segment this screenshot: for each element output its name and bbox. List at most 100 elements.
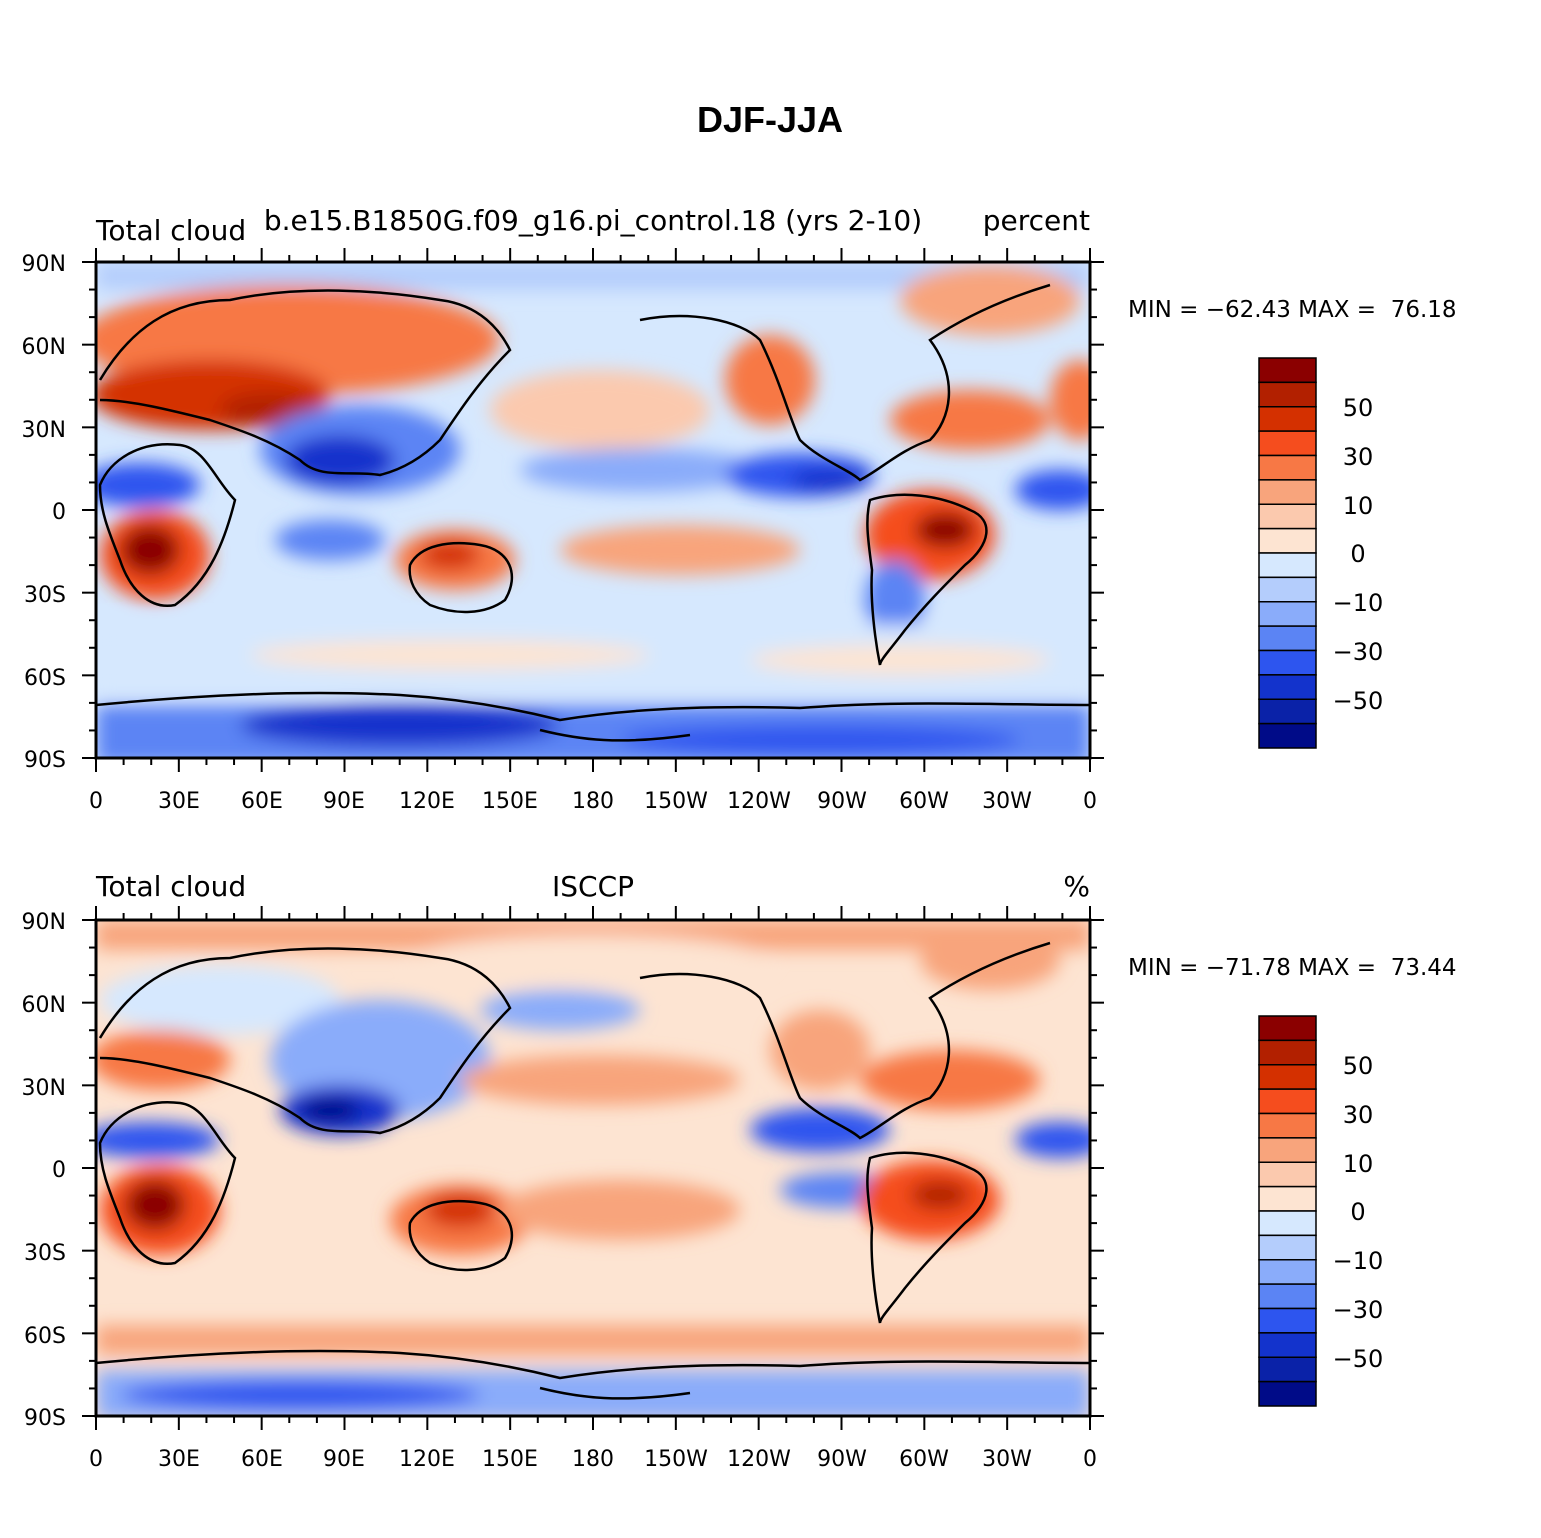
colorbar-swatch: [1258, 527, 1317, 554]
colorbar-label: −10: [1333, 589, 1384, 617]
colorbar-swatch: [1258, 1088, 1317, 1115]
y-tick-label: 90S: [24, 1406, 66, 1431]
x-tick-label: 30W: [982, 1447, 1032, 1472]
colorbar-label: 30: [1343, 1101, 1374, 1129]
colorbar-swatch: [1258, 1064, 1317, 1090]
x-tick-label: 0: [89, 1447, 103, 1472]
colorbar-swatch: [1258, 381, 1317, 408]
y-tick-label: 30N: [22, 1076, 66, 1101]
x-tick-label: 60E: [241, 1447, 283, 1472]
x-tick-label: 120E: [399, 1447, 455, 1472]
x-tick-label: 60W: [899, 789, 949, 814]
x-tick-label: 90W: [817, 789, 867, 814]
panel-right-title: %: [1063, 870, 1090, 903]
colorbar-label: −50: [1333, 687, 1384, 715]
colorbar-swatch: [1258, 1234, 1317, 1261]
x-tick-label: 150W: [644, 789, 708, 814]
colorbar-swatch: [1258, 1185, 1317, 1212]
colorbar-swatch: [1258, 1039, 1317, 1066]
colorbar-swatch: [1258, 601, 1317, 627]
colorbar-swatch: [1258, 1210, 1317, 1237]
x-tick-label: 180: [572, 1447, 614, 1472]
y-tick-label: 0: [52, 500, 66, 525]
colorbar-swatch: [1258, 430, 1317, 457]
x-tick-label: 0: [89, 789, 103, 814]
colorbar-swatch: [1258, 406, 1317, 432]
colorbar-label: 10: [1343, 1150, 1374, 1178]
y-tick-label: 90N: [22, 252, 66, 277]
colorbar-label: −30: [1333, 1296, 1384, 1324]
x-tick-label: 90W: [817, 1447, 867, 1472]
colorbar-swatch: [1258, 1380, 1317, 1407]
colorbar-swatch: [1258, 649, 1317, 676]
panel-left-title: Total cloud: [95, 870, 246, 903]
y-tick-label: 60S: [24, 666, 66, 691]
min-max-stats: MIN = −62.43 MAX = 76.18: [1128, 297, 1457, 323]
colorbar-swatch: [1258, 1259, 1317, 1285]
colorbar-label: 50: [1343, 394, 1374, 422]
colorbar-swatch: [1258, 674, 1317, 700]
x-tick-label: 150E: [482, 1447, 538, 1472]
colorbar-swatch: [1258, 357, 1317, 384]
colorbar-labels: 50 30 10 0 −10 −30 −50: [1333, 394, 1384, 715]
y-tick-label: 30S: [24, 583, 66, 608]
x-tick-label: 120E: [399, 789, 455, 814]
colorbar-label: 10: [1343, 492, 1374, 520]
colorbar-swatch: [1258, 552, 1317, 579]
panel-right-title: percent: [983, 204, 1090, 237]
colorbar-label: 0: [1350, 540, 1365, 568]
colorbar-swatch: [1258, 576, 1317, 603]
x-tick-label: 120W: [727, 1447, 791, 1472]
x-tick-label: 0: [1083, 1447, 1097, 1472]
colorbar-swatch: [1258, 698, 1317, 725]
y-tick-label: 60N: [22, 993, 66, 1018]
panel-center-title: b.e15.B1850G.f09_g16.pi_control.18 (yrs …: [264, 204, 922, 237]
colorbar-label: 0: [1350, 1198, 1365, 1226]
map-panel-model: Total cloud b.e15.B1850G.f09_g16.pi_cont…: [22, 204, 1457, 814]
colorbar-swatch: [1258, 1356, 1317, 1383]
colorbar-label: −10: [1333, 1247, 1384, 1275]
colorbar-swatch: [1258, 1307, 1317, 1334]
y-tick-label: 90N: [22, 910, 66, 935]
colorbar-swatch: [1258, 722, 1317, 749]
colorbar-swatch: [1258, 1161, 1317, 1188]
colorbar-swatch: [1258, 625, 1317, 652]
x-tick-label: 30W: [982, 789, 1032, 814]
x-tick-label: 90E: [323, 1447, 365, 1472]
coastlines: [96, 941, 1090, 1400]
min-max-stats: MIN = −71.78 MAX = 73.44: [1128, 955, 1457, 981]
x-tick-label: 60W: [899, 1447, 949, 1472]
x-tick-label: 180: [572, 789, 614, 814]
axis-ticks: [82, 248, 1104, 772]
x-tick-labels: 0 30E 60E 90E 120E 150E 180 150W 120W 90…: [89, 1447, 1097, 1472]
colorbar-label: −30: [1333, 638, 1384, 666]
y-tick-label: 30N: [22, 418, 66, 443]
x-tick-label: 90E: [323, 789, 365, 814]
colorbar: [1258, 1015, 1317, 1407]
colorbar-label: 30: [1343, 443, 1374, 471]
colorbar-swatch: [1258, 1112, 1317, 1139]
contour-field: [96, 920, 1090, 1416]
x-tick-label: 120W: [727, 789, 791, 814]
figure-title: DJF-JJA: [697, 99, 843, 140]
y-tick-label: 90S: [24, 748, 66, 773]
colorbar-swatch: [1258, 454, 1317, 481]
colorbar-label: −50: [1333, 1345, 1384, 1373]
colorbar-swatch: [1258, 1015, 1317, 1042]
colorbar: [1258, 357, 1317, 749]
x-tick-label: 150E: [482, 789, 538, 814]
panel-left-title: Total cloud: [95, 214, 246, 247]
x-tick-labels: 0 30E 60E 90E 120E 150E 180 150W 120W 90…: [89, 789, 1097, 814]
contour-field: [96, 262, 1090, 758]
colorbar-swatch: [1258, 479, 1317, 505]
axis-ticks: [82, 906, 1104, 1430]
colorbar-labels: 50 30 10 0 −10 −30 −50: [1333, 1052, 1384, 1373]
x-tick-label: 30E: [158, 789, 200, 814]
y-tick-label: 60N: [22, 335, 66, 360]
y-tick-labels: 90N 60N 30N 0 30S 60S 90S: [22, 252, 66, 773]
coastlines: [96, 283, 1090, 742]
y-tick-labels: 90N 60N 30N 0 30S 60S 90S: [22, 910, 66, 1431]
map-panel-isccp: Total cloud ISCCP %: [22, 870, 1457, 1472]
y-tick-label: 60S: [24, 1324, 66, 1349]
